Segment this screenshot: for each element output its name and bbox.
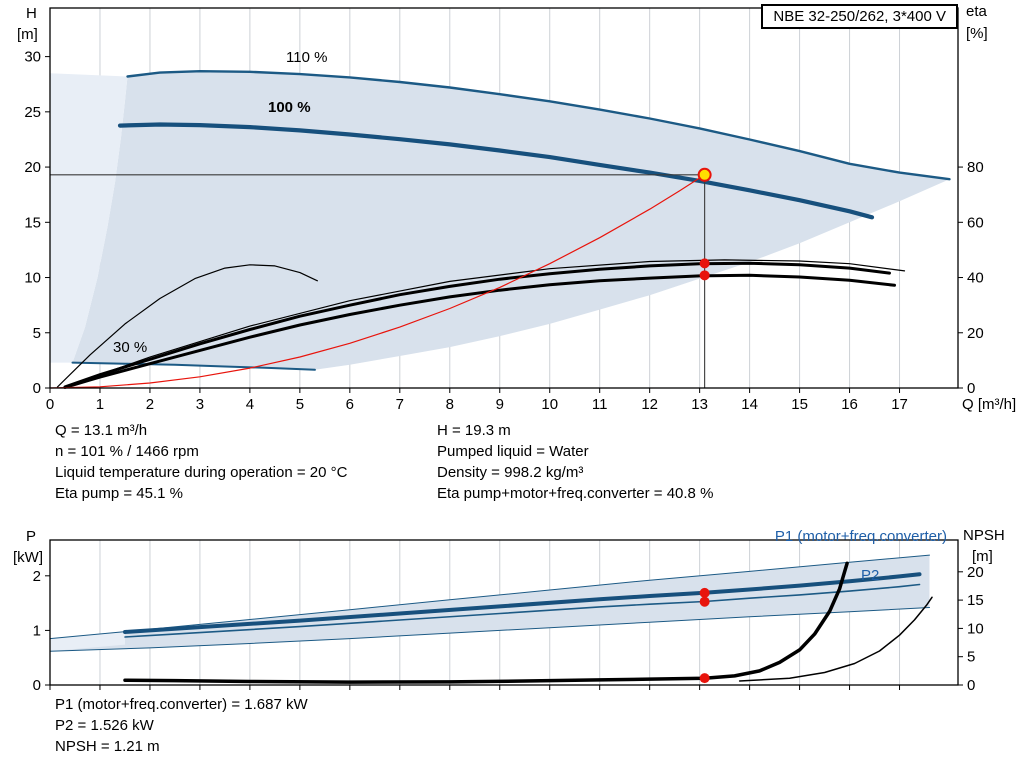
power-data: P1 (motor+freq.converter) = 1.687 kW P2 …	[55, 694, 308, 757]
eta-pump-point	[699, 258, 710, 269]
y2-tick-label: 40	[967, 270, 984, 287]
p-axis-label: P	[26, 528, 37, 545]
x-tick-label: 15	[791, 396, 808, 413]
y-tick-label: 0	[33, 380, 41, 397]
x-tick-label: 5	[296, 396, 304, 413]
eta-curve-reduced-speed	[56, 264, 318, 388]
p1-value: P1 (motor+freq.converter) = 1.687 kW	[55, 696, 308, 713]
npsh-value: NPSH = 1.21 m	[55, 738, 160, 755]
curve-label-100pct: 100 %	[268, 99, 311, 116]
power-band-upper-edge	[49, 554, 930, 640]
eta-curve-thin	[64, 259, 906, 388]
x-tick-label: 6	[346, 396, 354, 413]
curve-label-p2: P2	[861, 567, 880, 584]
x-tick-label: 13	[691, 396, 708, 413]
x-tick-label: 8	[446, 396, 454, 413]
density-value: Density = 998.2 kg/m³	[437, 464, 584, 481]
operating-data-right: H = 19.3 m Pumped liquid = Water Density…	[437, 420, 713, 504]
y2-tick-label: 60	[967, 214, 984, 231]
npsh-axis-unit: [m]	[972, 548, 993, 565]
x-tick-label: 9	[496, 396, 504, 413]
y2-tick-label: 20	[967, 564, 984, 581]
p1-curve	[123, 572, 922, 634]
x-tick-label: 12	[641, 396, 658, 413]
y-tick-label: 10	[24, 270, 41, 287]
x-tick-label: 0	[46, 396, 54, 413]
y-tick-label: 0	[33, 677, 41, 694]
x-tick-label: 3	[196, 396, 204, 413]
y2-tick-label: 20	[967, 325, 984, 342]
eta-curve-total	[63, 273, 896, 389]
x-tick-label: 11	[592, 396, 608, 413]
y2-tick-label: 10	[967, 620, 984, 637]
eta-axis-unit: [%]	[966, 25, 988, 42]
q-axis-label: Q [m³/h]	[962, 396, 1017, 413]
operating-data-left: Q = 13.1 m³/h n = 101 % / 1466 rpm Liqui…	[55, 420, 347, 504]
eta-total-value: Eta pump+motor+freq.converter = 40.8 %	[437, 485, 714, 502]
y2-tick-label: 0	[967, 677, 975, 694]
curve-100pct	[117, 122, 875, 220]
y-tick-label: 25	[24, 104, 41, 121]
x-tick-label: 1	[96, 396, 104, 413]
liquid-temperature: Liquid temperature during operation = 20…	[55, 464, 348, 481]
eta-axis-label: eta	[966, 3, 987, 20]
speed-value: n = 101 % / 1466 rpm	[55, 443, 199, 460]
npsh-curve-thin	[738, 596, 933, 682]
x-tick-label: 17	[891, 396, 908, 413]
pump-type-box: NBE 32-250/262, 3*400 V	[761, 4, 958, 29]
h-axis-unit: [m]	[17, 26, 38, 43]
eta-curve-pump	[63, 261, 891, 389]
x-tick-label: 16	[841, 396, 858, 413]
y2-tick-label: 0	[967, 380, 975, 397]
y-tick-label: 30	[24, 49, 41, 66]
chart-border	[49, 539, 959, 686]
curve-30pct	[71, 361, 316, 371]
low-flow-area	[50, 73, 128, 363]
p1-point	[699, 587, 710, 598]
y-tick-label: 15	[24, 214, 41, 231]
affinity-curve	[49, 174, 706, 389]
speed-envelope-area	[72, 71, 950, 370]
power-band-area	[50, 555, 930, 652]
duty-point	[697, 167, 712, 182]
power-band-lowflow-area	[50, 631, 125, 652]
p2-curve	[124, 583, 921, 638]
npsh-point	[699, 673, 710, 684]
curve-label-30pct: 30 %	[113, 339, 148, 356]
pumped-liquid: Pumped liquid = Water	[437, 443, 589, 460]
y-tick-label: 2	[33, 568, 41, 585]
h-value: H = 19.3 m	[437, 422, 511, 439]
h-axis-label: H	[26, 5, 37, 22]
x-tick-label: 7	[396, 396, 404, 413]
npsh-axis-label: NPSH	[963, 527, 1005, 544]
x-tick-label: 2	[146, 396, 154, 413]
curve-110pct	[126, 70, 951, 181]
curve-label-110pct: 110 %	[286, 49, 328, 66]
x-tick-label: 4	[246, 396, 254, 413]
eta-pump-value: Eta pump = 45.1 %	[55, 485, 183, 502]
p2-point	[699, 596, 710, 607]
y2-tick-label: 80	[967, 159, 984, 176]
x-tick-label: 14	[741, 396, 758, 413]
x-tick-label: 10	[541, 396, 558, 413]
y2-tick-label: 15	[967, 592, 984, 609]
y2-tick-label: 5	[967, 649, 975, 666]
eta-total-point	[699, 270, 710, 281]
chart-border	[49, 7, 959, 389]
y-tick-label: 1	[33, 622, 41, 639]
y-tick-label: 5	[33, 325, 41, 342]
power-band-lower-edge	[49, 607, 930, 652]
y-tick-label: 20	[24, 159, 41, 176]
q-value: Q = 13.1 m³/h	[55, 422, 148, 439]
p-axis-unit: [kW]	[13, 549, 43, 566]
p2-value: P2 = 1.526 kW	[55, 717, 154, 734]
curve-label-p1: P1 (motor+freq.converter)	[774, 528, 947, 545]
